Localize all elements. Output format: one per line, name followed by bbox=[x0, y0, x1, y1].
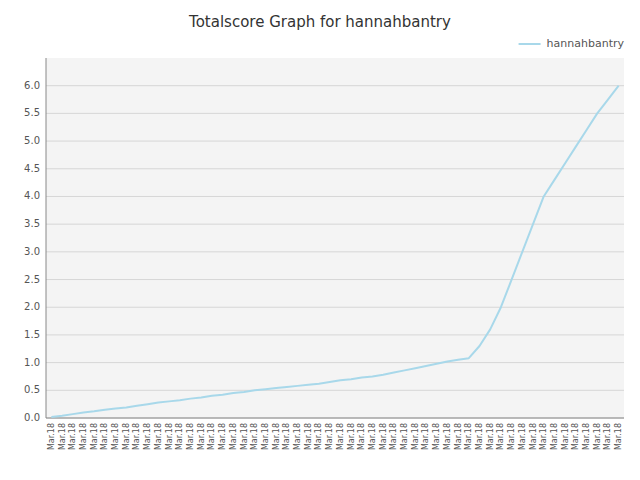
x-tick-label: Mar.18 bbox=[68, 423, 77, 450]
grid-line bbox=[46, 113, 624, 114]
y-tick-label: 0.5 bbox=[24, 384, 40, 395]
y-tick-label: 4.5 bbox=[24, 163, 40, 174]
y-tick-label: 1.0 bbox=[24, 357, 40, 368]
y-tick-label: 5.5 bbox=[24, 107, 40, 118]
x-tick-label: Mar.18 bbox=[357, 423, 366, 450]
grid-line bbox=[46, 362, 624, 363]
grid-line bbox=[46, 279, 624, 280]
x-tick-label: Mar.18 bbox=[154, 423, 163, 450]
x-tick-label: Mar.18 bbox=[122, 423, 131, 450]
legend-swatch bbox=[519, 43, 541, 45]
grid-line bbox=[46, 85, 624, 86]
x-tick-label: Mar.18 bbox=[132, 423, 141, 450]
x-tick-label: Mar.18 bbox=[304, 423, 313, 450]
x-tick-label: Mar.18 bbox=[529, 423, 538, 450]
x-tick-label: Mar.18 bbox=[421, 423, 430, 450]
x-axis: Mar.18Mar.18Mar.18Mar.18Mar.18Mar.18Mar.… bbox=[47, 423, 623, 450]
title: Totalscore Graph for hannahbantry bbox=[188, 13, 451, 31]
x-tick-label: Mar.18 bbox=[79, 423, 88, 450]
x-tick-label: Mar.18 bbox=[58, 423, 67, 450]
x-tick-label: Mar.18 bbox=[336, 423, 345, 450]
x-tick-label: Mar.18 bbox=[379, 423, 388, 450]
y-axis-line bbox=[46, 58, 47, 418]
x-tick-label: Mar.18 bbox=[464, 423, 473, 450]
x-tick-label: Mar.18 bbox=[111, 423, 120, 450]
x-tick-label: Mar.18 bbox=[507, 423, 516, 450]
y-tick-label: 6.0 bbox=[24, 80, 40, 91]
x-tick-label: Mar.18 bbox=[411, 423, 420, 450]
series-line bbox=[51, 86, 618, 417]
grid-line bbox=[46, 196, 624, 197]
grid-line bbox=[46, 334, 624, 335]
y-axis: 0.0 0.5 1.0 1.5 2.0 2.5 3.0 3.5 4.0 4.5 5.0 5.5 6.0 bbox=[24, 58, 624, 423]
y-tick-label: 5.0 bbox=[24, 135, 40, 146]
data-layer bbox=[51, 86, 618, 417]
x-tick-label: Mar.18 bbox=[603, 423, 612, 450]
x-tick-label: Mar.18 bbox=[90, 423, 99, 450]
x-tick-label: Mar.18 bbox=[218, 423, 227, 450]
x-tick-label: Mar.18 bbox=[229, 423, 238, 450]
x-tick-label: Mar.18 bbox=[143, 423, 152, 450]
x-tick-label: Mar.18 bbox=[432, 423, 441, 450]
plot-area bbox=[46, 58, 624, 418]
x-tick-label: Mar.18 bbox=[614, 423, 623, 450]
y-tick-label: 3.0 bbox=[24, 246, 40, 257]
y-tick-label: 4.0 bbox=[24, 190, 40, 201]
grid-line bbox=[46, 307, 624, 308]
x-axis-line bbox=[46, 418, 624, 419]
page: {"chart_data": {"type": "line", "title":… bbox=[0, 0, 640, 480]
chart: 0.0 0.5 1.0 1.5 2.0 2.5 3.0 3.5 4.0 4.5 5.0 5.5 6.0 M… bbox=[0, 0, 640, 480]
grid-line bbox=[46, 224, 624, 225]
x-tick-label: Mar.18 bbox=[282, 423, 291, 450]
x-tick-label: Mar.18 bbox=[593, 423, 602, 450]
x-tick-label: Mar.18 bbox=[272, 423, 281, 450]
x-tick-label: Mar.18 bbox=[443, 423, 452, 450]
x-tick-label: Mar.18 bbox=[100, 423, 109, 450]
x-tick-label: Mar.18 bbox=[368, 423, 377, 450]
legend-label: hannahbantry bbox=[547, 37, 625, 50]
x-tick-label: Mar.18 bbox=[261, 423, 270, 450]
x-tick-label: Mar.18 bbox=[571, 423, 580, 450]
x-tick-label: Mar.18 bbox=[561, 423, 570, 450]
x-tick-label: Mar.18 bbox=[496, 423, 505, 450]
x-tick-label: Mar.18 bbox=[175, 423, 184, 450]
x-tick-label: Mar.18 bbox=[314, 423, 323, 450]
x-tick-label: Mar.18 bbox=[186, 423, 195, 450]
x-tick-label: Mar.18 bbox=[582, 423, 591, 450]
legend: hannahbantry bbox=[519, 37, 625, 50]
y-tick-label: 2.5 bbox=[24, 274, 40, 285]
x-tick-label: Mar.18 bbox=[240, 423, 249, 450]
x-tick-label: Mar.18 bbox=[165, 423, 174, 450]
x-tick-label: Mar.18 bbox=[197, 423, 206, 450]
y-tick-label: 3.5 bbox=[24, 218, 40, 229]
grid-line bbox=[46, 168, 624, 169]
x-tick-label: Mar.18 bbox=[250, 423, 259, 450]
x-tick-label: Mar.18 bbox=[550, 423, 559, 450]
x-tick-label: Mar.18 bbox=[518, 423, 527, 450]
x-tick-label: Mar.18 bbox=[486, 423, 495, 450]
grid-line bbox=[46, 141, 624, 142]
grid-line bbox=[46, 390, 624, 391]
x-tick-label: Mar.18 bbox=[347, 423, 356, 450]
y-tick-label: 2.0 bbox=[24, 301, 40, 312]
x-tick-label: Mar.18 bbox=[539, 423, 548, 450]
x-tick-label: Mar.18 bbox=[207, 423, 216, 450]
x-tick-label: Mar.18 bbox=[400, 423, 409, 450]
grid-line bbox=[46, 251, 624, 252]
y-tick-label: 0.0 bbox=[24, 412, 40, 423]
x-tick-label: Mar.18 bbox=[293, 423, 302, 450]
x-tick-label: Mar.18 bbox=[389, 423, 398, 450]
y-tick-label: 1.5 bbox=[24, 329, 40, 340]
x-tick-label: Mar.18 bbox=[454, 423, 463, 450]
x-tick-label: Mar.18 bbox=[47, 423, 56, 450]
grid-line bbox=[46, 418, 624, 419]
x-tick-label: Mar.18 bbox=[475, 423, 484, 450]
x-tick-label: Mar.18 bbox=[325, 423, 334, 450]
